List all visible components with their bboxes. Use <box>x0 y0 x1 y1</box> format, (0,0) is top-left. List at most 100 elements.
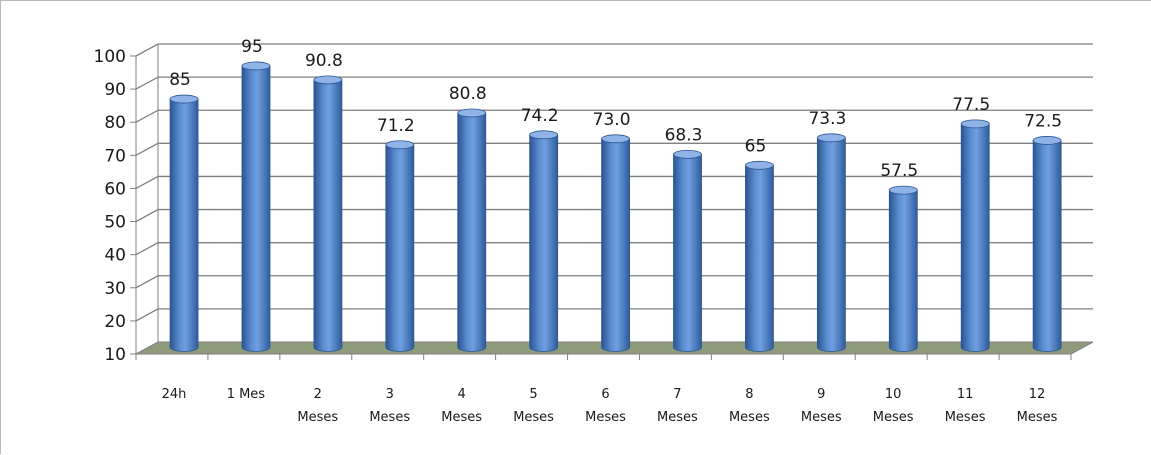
data-label: 72.5 <box>1024 111 1062 131</box>
data-label: 68.3 <box>665 125 703 145</box>
bar <box>241 61 271 352</box>
data-label: 74.2 <box>521 106 559 126</box>
bar <box>313 75 343 352</box>
x-tick-label: Meses <box>873 410 914 425</box>
data-label: 57.5 <box>880 161 918 181</box>
x-tick-label: 8 <box>745 387 753 402</box>
gridline <box>135 142 1093 156</box>
bar <box>169 94 199 352</box>
y-tick-label: 80 <box>104 113 126 133</box>
y-tick-label: 10 <box>104 345 126 365</box>
x-tick-label: 7 <box>673 387 681 402</box>
x-tick-label: Meses <box>441 410 482 425</box>
x-tick-label: Meses <box>1017 410 1058 425</box>
bar-body <box>601 138 630 352</box>
bar-top <box>385 140 415 150</box>
x-tick-label: 5 <box>529 387 537 402</box>
y-tick-label: 100 <box>94 47 126 67</box>
data-label: 85 <box>169 70 191 90</box>
bar <box>960 119 990 352</box>
gridline <box>135 242 1093 256</box>
x-tick-label: Meses <box>729 410 770 425</box>
bar-body <box>1032 140 1062 352</box>
x-tick-label: 4 <box>458 387 466 402</box>
y-tick-label: 40 <box>104 246 126 266</box>
bar-body <box>169 98 199 352</box>
x-tick-label: Meses <box>369 410 410 425</box>
bar-body <box>745 164 774 352</box>
data-label: 71.2 <box>377 116 415 136</box>
bar-top <box>529 130 559 140</box>
x-tick-label: 2 <box>314 387 322 402</box>
bar-top <box>457 108 487 118</box>
gridline <box>135 175 1093 190</box>
y-tick-label: 50 <box>104 213 126 233</box>
x-tick-label: 6 <box>601 387 609 402</box>
gridline <box>135 43 1093 57</box>
bar-top <box>601 134 630 144</box>
x-tick-label: 24h <box>162 387 187 402</box>
bar-top <box>241 61 271 71</box>
bar <box>745 160 774 352</box>
x-tick-label: 3 <box>386 387 394 402</box>
gridline <box>135 76 1093 90</box>
bar-top <box>169 94 199 104</box>
bar-body <box>241 65 271 352</box>
bar-body <box>816 137 846 352</box>
bar <box>601 134 630 352</box>
data-labels: 85 95 90.8 71.2 80.8 74.2 73.0 68.3 65 73.3 57.5 77… <box>169 37 1062 181</box>
y-tick-label: 20 <box>104 312 126 332</box>
gridline <box>135 208 1093 223</box>
bar-body <box>385 144 415 352</box>
bar <box>888 185 918 352</box>
bar-body <box>313 79 343 352</box>
bar-top <box>888 185 918 195</box>
bar <box>529 130 559 352</box>
bar-top <box>673 149 702 159</box>
gridline <box>135 308 1093 322</box>
bar-top <box>960 119 990 129</box>
x-tick-label: Meses <box>945 410 986 425</box>
y-tick-label: 90 <box>104 80 126 100</box>
x-tick-label: Meses <box>585 410 626 425</box>
x-tick-label: Meses <box>513 410 554 425</box>
bar <box>385 140 415 352</box>
bar <box>457 108 487 352</box>
x-tick-label: Meses <box>657 410 698 425</box>
y-tick-label: 60 <box>104 179 126 199</box>
data-label: 90.8 <box>305 51 343 71</box>
bar-top <box>313 75 343 85</box>
x-tick-label: 11 <box>957 387 974 402</box>
chart-walls <box>135 44 159 354</box>
bar <box>816 133 846 352</box>
data-label: 73.3 <box>808 109 846 129</box>
bar-top <box>745 160 774 170</box>
bar-body <box>888 189 918 352</box>
x-tick-label: Meses <box>801 410 842 425</box>
y-tick-label: 70 <box>104 146 126 166</box>
data-label: 77.5 <box>952 95 990 115</box>
bar-body <box>529 134 559 352</box>
x-tick-label: Meses <box>297 410 338 425</box>
data-label: 80.8 <box>449 84 487 104</box>
bar-body <box>960 123 990 352</box>
x-tick-label: 12 <box>1029 387 1046 402</box>
x-axis: 24h 1 Mes 2 Meses 3 Meses 4 Meses 5 Meses 6 Meses 7 M… <box>135 354 1072 425</box>
data-label: 65 <box>745 136 767 156</box>
y-tick-label: 30 <box>104 279 126 299</box>
x-tick-label: 10 <box>885 387 902 402</box>
x-tick-label: 9 <box>817 387 825 402</box>
gridline <box>135 275 1093 289</box>
bar-top <box>816 133 846 143</box>
bar <box>1032 136 1062 352</box>
data-label: 73.0 <box>593 110 631 130</box>
bars <box>169 61 1062 352</box>
bar-top <box>1032 136 1062 145</box>
x-tick-label: 1 Mes <box>227 387 266 402</box>
bar-body <box>457 112 487 352</box>
bar <box>673 149 702 352</box>
gridlines <box>135 43 1093 322</box>
y-axis: 10 20 30 40 50 60 70 80 90 100 <box>94 47 136 365</box>
